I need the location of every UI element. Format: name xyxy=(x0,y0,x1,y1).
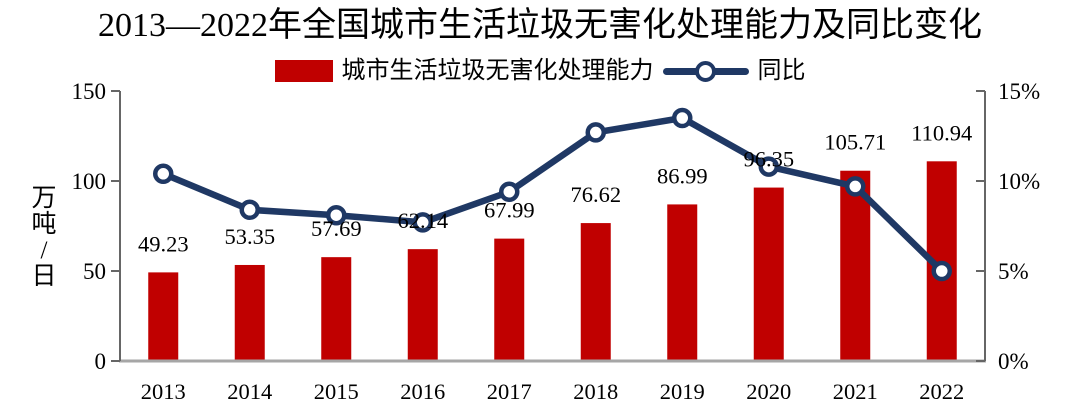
bar-2014 xyxy=(234,264,265,361)
bar-value-label-2017: 67.99 xyxy=(484,198,535,223)
bar-2020 xyxy=(753,187,784,361)
x-axis-label-2021: 2021 xyxy=(833,379,878,404)
yoy-marker-2019 xyxy=(672,107,693,129)
yoy-marker-2013 xyxy=(153,163,174,185)
x-axis-label-2020: 2020 xyxy=(746,379,791,404)
bar-2015 xyxy=(321,257,352,361)
left-axis-unit-label: / xyxy=(41,237,48,264)
left-axis-tick-label: 50 xyxy=(83,259,106,284)
yoy-marker-2020 xyxy=(758,156,779,177)
chart-title: 2013—2022年全国城市生活垃圾无害化处理能力及同比变化 xyxy=(98,7,982,44)
bar-value-label-2022: 110.94 xyxy=(911,120,972,145)
bar-value-label-2016: 62.14 xyxy=(397,208,448,233)
bar-value-label-2019: 86.99 xyxy=(657,163,708,188)
yoy-line xyxy=(160,114,945,275)
left-axis-unit-label: 吨 xyxy=(31,210,56,238)
x-axis-label-2022: 2022 xyxy=(919,379,964,404)
yoy-marker-2014 xyxy=(239,199,260,221)
bar-value-label-2014: 53.35 xyxy=(224,224,275,249)
bar-series-swatch xyxy=(274,60,333,82)
bar-value-label-2021: 105.71 xyxy=(824,130,886,155)
x-axis-label-2018: 2018 xyxy=(573,379,618,404)
bar-value-label-2020: 96.35 xyxy=(743,147,794,172)
bar-series-legend-label: 城市生活垃圾无害化处理能力 xyxy=(341,58,654,84)
bar-value-label-2015: 57.69 xyxy=(311,216,362,241)
bar-2013 xyxy=(148,272,179,361)
bar-2017 xyxy=(494,238,525,361)
x-axis-label-2017: 2017 xyxy=(487,379,532,404)
yoy-marker-2017 xyxy=(499,181,520,203)
line-series-icon xyxy=(662,58,749,84)
yoy-marker-2022 xyxy=(931,260,952,282)
bar-value-label-2018: 76.62 xyxy=(570,182,621,207)
x-axis-label-2016: 2016 xyxy=(400,379,445,404)
yoy-marker-2015 xyxy=(326,204,347,226)
x-axis-label-2015: 2015 xyxy=(314,379,359,404)
x-axis-label-2013: 2013 xyxy=(141,379,186,404)
x-axis-label-2014: 2014 xyxy=(227,379,272,404)
bar-2016 xyxy=(407,249,438,361)
left-axis-tick-label: 0 xyxy=(95,349,107,374)
bar-value-label-2013: 49.23 xyxy=(138,231,189,256)
line-legend-marker xyxy=(695,60,716,82)
right-axis-tick-label: 10% xyxy=(998,169,1040,194)
yoy-marker-2016 xyxy=(412,212,433,233)
line-series-legend-label: 同比 xyxy=(757,58,806,84)
chart-legend: 城市生活垃圾无害化处理能力 同比 xyxy=(0,56,1080,86)
yoy-marker-2021 xyxy=(845,176,866,197)
x-axis-label-2019: 2019 xyxy=(660,379,705,404)
left-axis-unit-label: 万 xyxy=(31,185,56,212)
bar-2018 xyxy=(580,223,611,361)
bar-2019 xyxy=(667,204,698,361)
yoy-marker-2018 xyxy=(585,122,606,143)
bar-2021 xyxy=(840,170,871,361)
right-axis-tick-label: 5% xyxy=(998,259,1029,284)
left-axis-unit-label: 日 xyxy=(31,263,56,290)
right-axis-tick-label: 0% xyxy=(998,349,1029,374)
left-axis-tick-label: 100 xyxy=(72,169,107,194)
left-axis-tick-label: 150 xyxy=(72,79,107,104)
right-axis-tick-label: 15% xyxy=(998,79,1040,104)
